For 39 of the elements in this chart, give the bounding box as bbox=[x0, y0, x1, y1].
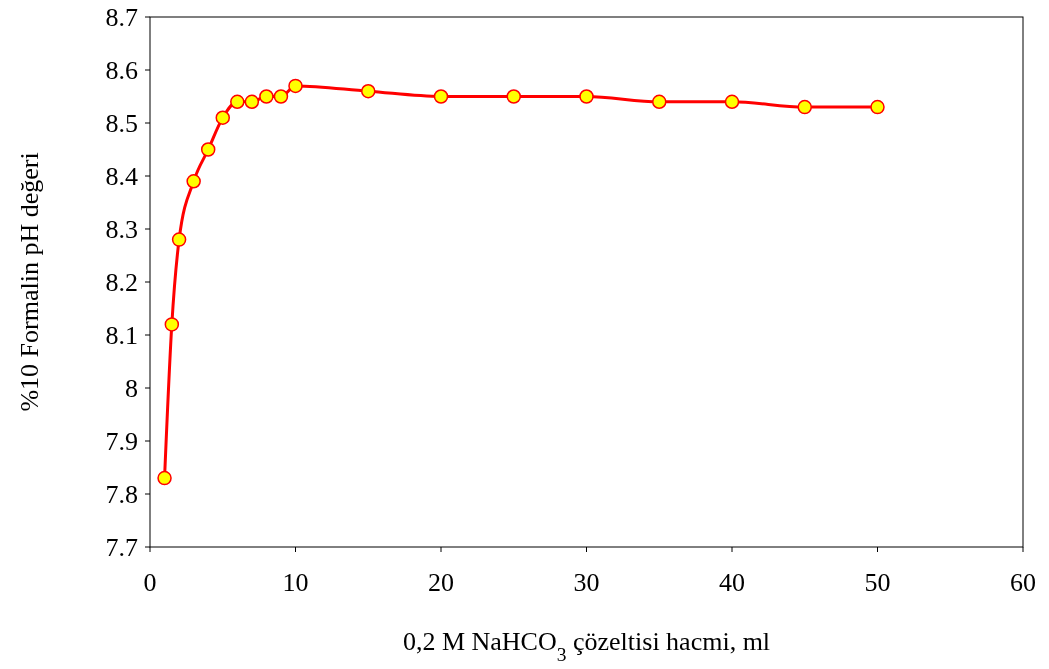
point bbox=[164, 317, 180, 332]
y-tick-label: 8.7 bbox=[105, 3, 138, 33]
point bbox=[171, 232, 187, 247]
point bbox=[259, 89, 274, 104]
x-tick-label: 50 bbox=[864, 568, 891, 597]
point bbox=[433, 89, 449, 104]
y-tick-label: 8.5 bbox=[105, 109, 138, 139]
y-tick-label: 8.3 bbox=[105, 215, 138, 245]
x-axis-title: 0,2 M NaHCO$_{3}$ çözeltisi hacmi, ml bbox=[402, 627, 771, 665]
y-tick-label: 8.1 bbox=[105, 321, 138, 351]
point bbox=[797, 99, 812, 115]
y-tick-label: 8.2 bbox=[105, 268, 138, 298]
point bbox=[215, 110, 230, 125]
point bbox=[361, 83, 376, 99]
x-tick-label: 30 bbox=[573, 568, 600, 597]
x-tick-label: 40 bbox=[719, 568, 745, 597]
y-tick-label: 7.8 bbox=[105, 480, 138, 510]
y-tick-label: 8.6 bbox=[105, 56, 138, 86]
point bbox=[724, 94, 740, 110]
y-axis-title: %10 Formalin pH değeri bbox=[15, 152, 44, 412]
point bbox=[230, 94, 245, 110]
point bbox=[157, 470, 172, 486]
point bbox=[506, 89, 521, 104]
y-tick-label: 7.9 bbox=[105, 427, 138, 457]
point bbox=[288, 78, 303, 94]
x-tick-label: 0 bbox=[143, 568, 157, 597]
point bbox=[652, 94, 667, 110]
y-tick-label: 7.7 bbox=[105, 533, 138, 563]
point bbox=[200, 142, 216, 157]
x-tick-label: 20 bbox=[428, 568, 454, 597]
y-tick-label: 8.4 bbox=[105, 162, 138, 192]
point bbox=[870, 99, 885, 115]
point bbox=[186, 174, 201, 189]
point bbox=[579, 89, 594, 104]
x-tick-label: 60 bbox=[1010, 568, 1036, 597]
point bbox=[273, 89, 289, 104]
x-tick-label: 10 bbox=[282, 568, 309, 597]
point bbox=[244, 94, 260, 110]
y-tick-label: 8 bbox=[125, 374, 138, 404]
